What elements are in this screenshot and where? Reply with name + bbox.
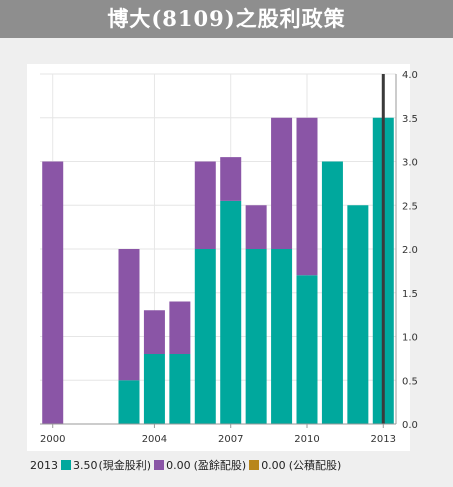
x-tick-label: 2007 bbox=[218, 434, 243, 445]
y-tick-label: 2.5 bbox=[402, 201, 418, 212]
y-tick-label: 1.0 bbox=[402, 333, 418, 344]
bar-2009-現金股利[interactable] bbox=[271, 249, 293, 424]
legend-label-retained: (盈餘配股) bbox=[193, 459, 247, 472]
bar-2008-現金股利[interactable] bbox=[245, 249, 267, 424]
legend-value-cash: 3.50 bbox=[73, 458, 98, 472]
legend-swatch-cash bbox=[61, 460, 71, 470]
legend-label-cash: (現金股利) bbox=[98, 459, 152, 472]
bars[interactable] bbox=[42, 117, 394, 425]
x-tick-label: 2010 bbox=[294, 434, 319, 445]
x-tick-label: 2000 bbox=[40, 434, 65, 445]
legend-year: 2013 bbox=[30, 458, 58, 472]
bar-2010-現金股利[interactable] bbox=[296, 275, 318, 424]
bar-2008-盈餘配股[interactable] bbox=[245, 205, 267, 249]
bar-2005-盈餘配股[interactable] bbox=[169, 301, 191, 355]
bar-2004-現金股利[interactable] bbox=[143, 354, 165, 424]
bar-2003-盈餘配股[interactable] bbox=[118, 249, 140, 381]
y-tick-label: 0.5 bbox=[402, 376, 418, 387]
bar-2006-盈餘配股[interactable] bbox=[194, 161, 216, 250]
y-tick-label: 2.0 bbox=[402, 245, 418, 256]
y-tick-label: 0.0 bbox=[402, 420, 418, 431]
bar-2006-現金股利[interactable] bbox=[194, 249, 216, 424]
y-tick-label: 4.0 bbox=[402, 70, 418, 81]
page-title: 博大(8109)之股利政策 bbox=[0, 0, 453, 38]
legend-value-retained: 0.00 bbox=[166, 458, 191, 472]
bar-2007-現金股利[interactable] bbox=[220, 200, 242, 424]
legend-value-capital: 0.00 bbox=[261, 458, 286, 472]
legend-swatch-retained bbox=[154, 460, 165, 470]
bar-2010-盈餘配股[interactable] bbox=[296, 117, 318, 276]
bar-2012-現金股利[interactable] bbox=[347, 205, 369, 424]
y-tick-label: 3.0 bbox=[402, 158, 418, 169]
legend-swatch-capital bbox=[249, 460, 260, 470]
bar-2000-盈餘配股[interactable] bbox=[42, 161, 64, 425]
bar-2009-盈餘配股[interactable] bbox=[271, 117, 293, 249]
bar-2011-現金股利[interactable] bbox=[321, 161, 343, 425]
chart-panel bbox=[27, 64, 410, 451]
bar-2005-現金股利[interactable] bbox=[169, 354, 191, 424]
bar-2003-現金股利[interactable] bbox=[118, 380, 140, 424]
x-tick-label: 2004 bbox=[142, 434, 167, 445]
legend: 2013 3.50 (現金股利) 0.00 (盈餘配股) 0.00 (公積配股) bbox=[30, 456, 341, 474]
x-tick-label: 2013 bbox=[371, 434, 396, 445]
bar-2007-盈餘配股[interactable] bbox=[220, 157, 242, 201]
axes: 0.0 0.5 1.0 1.5 2.0 2.5 3.0 3.5 4.0 2000 2004 2007 2… bbox=[40, 70, 418, 445]
bar-2004-盈餘配股[interactable] bbox=[143, 310, 165, 354]
legend-label-capital: (公積配股) bbox=[288, 459, 342, 472]
y-tick-label: 3.5 bbox=[402, 114, 418, 125]
y-tick-label: 1.5 bbox=[402, 289, 418, 300]
